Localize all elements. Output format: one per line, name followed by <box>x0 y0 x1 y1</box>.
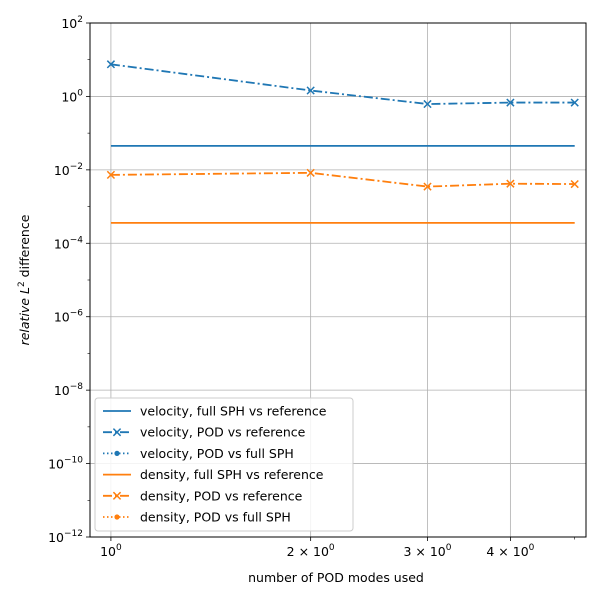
x-tick-label-base: 2 × 10 <box>287 544 329 559</box>
y-tick-label: 10−4 <box>54 235 83 251</box>
x-tick-label: 3 × 100 <box>403 543 451 559</box>
x-tick-label-exp: 0 <box>446 543 452 553</box>
legend-label: density, POD vs reference <box>140 488 303 503</box>
y-tick-label: 10−2 <box>54 162 83 178</box>
x-tick-label: 2 × 100 <box>287 543 335 559</box>
y-tick-label-exp: 2 <box>77 15 83 25</box>
x-axis: 100 2 × 100 3 × 100 4 × 100 <box>100 537 575 559</box>
y-tick-label: 10−8 <box>54 382 83 398</box>
data-point <box>570 179 579 189</box>
legend-marker <box>112 428 122 437</box>
legend-marker <box>114 514 120 520</box>
y-tick-label: 100 <box>61 88 83 104</box>
legend-label: velocity, POD vs reference <box>140 425 306 440</box>
legend-marker <box>112 491 122 500</box>
y-tick-label-base: 10 <box>54 383 70 398</box>
y-tick-label-exp: −2 <box>70 162 83 172</box>
x-tick-label-base: 3 × 10 <box>403 544 445 559</box>
y-tick-label-exp: −12 <box>64 529 83 539</box>
y-tick-label-base: 10 <box>61 89 77 104</box>
x-tick-label-base: 4 × 10 <box>486 544 528 559</box>
data-point <box>570 98 579 107</box>
y-axis-label-prefix: relative L <box>17 287 32 345</box>
data-point <box>306 168 315 177</box>
series-line-1 <box>110 63 575 105</box>
series-layer <box>106 60 579 224</box>
x-tick-label: 100 <box>100 543 122 559</box>
legend-label: velocity, full SPH vs reference <box>140 404 327 419</box>
y-axis-label-sup: 2 <box>17 281 27 287</box>
x-axis-label: number of POD modes used <box>248 570 424 585</box>
y-axis-label-suffix: difference <box>17 214 32 281</box>
data-point <box>306 86 315 95</box>
y-tick-label-exp: −8 <box>70 382 84 392</box>
y-tick-label-exp: −10 <box>64 456 83 466</box>
data-point <box>106 60 116 69</box>
x-tick-label-exp: 0 <box>329 543 335 553</box>
y-axis-label: relative L2 difference <box>17 214 32 345</box>
data-point <box>423 182 432 191</box>
legend-label: density, full SPH vs reference <box>140 467 324 482</box>
y-tick-label-exp: 0 <box>77 88 83 98</box>
y-tick-label-base: 10 <box>48 457 64 472</box>
y-tick-label-exp: −6 <box>70 309 84 319</box>
legend: velocity, full SPH vs reference velocity,… <box>94 397 354 532</box>
y-tick-label: 10−6 <box>54 309 83 325</box>
data-point <box>506 98 515 107</box>
x-tick-label-base: 10 <box>100 544 116 559</box>
y-tick-label: 102 <box>61 15 83 31</box>
legend-label: velocity, POD vs full SPH <box>140 446 294 461</box>
y-tick-label-base: 10 <box>54 236 70 251</box>
data-point <box>106 170 116 180</box>
data-point <box>506 179 515 188</box>
y-tick-label-base: 10 <box>54 163 70 178</box>
legend-marker <box>114 450 120 456</box>
x-tick-label: 4 × 100 <box>486 543 534 559</box>
y-tick-label: 10−12 <box>48 529 83 545</box>
series-line-4 <box>110 171 575 188</box>
data-point <box>423 99 432 109</box>
x-tick-label-exp: 0 <box>116 543 122 553</box>
y-tick-label-base: 10 <box>48 530 64 545</box>
y-tick-label: 10−10 <box>48 456 83 472</box>
x-tick-label-exp: 0 <box>529 543 535 553</box>
legend-label: density, POD vs full SPH <box>140 510 291 525</box>
legend-box <box>94 397 354 532</box>
y-tick-label-base: 10 <box>54 310 70 325</box>
y-tick-label-exp: −4 <box>70 235 84 245</box>
y-tick-label-base: 10 <box>61 16 77 31</box>
